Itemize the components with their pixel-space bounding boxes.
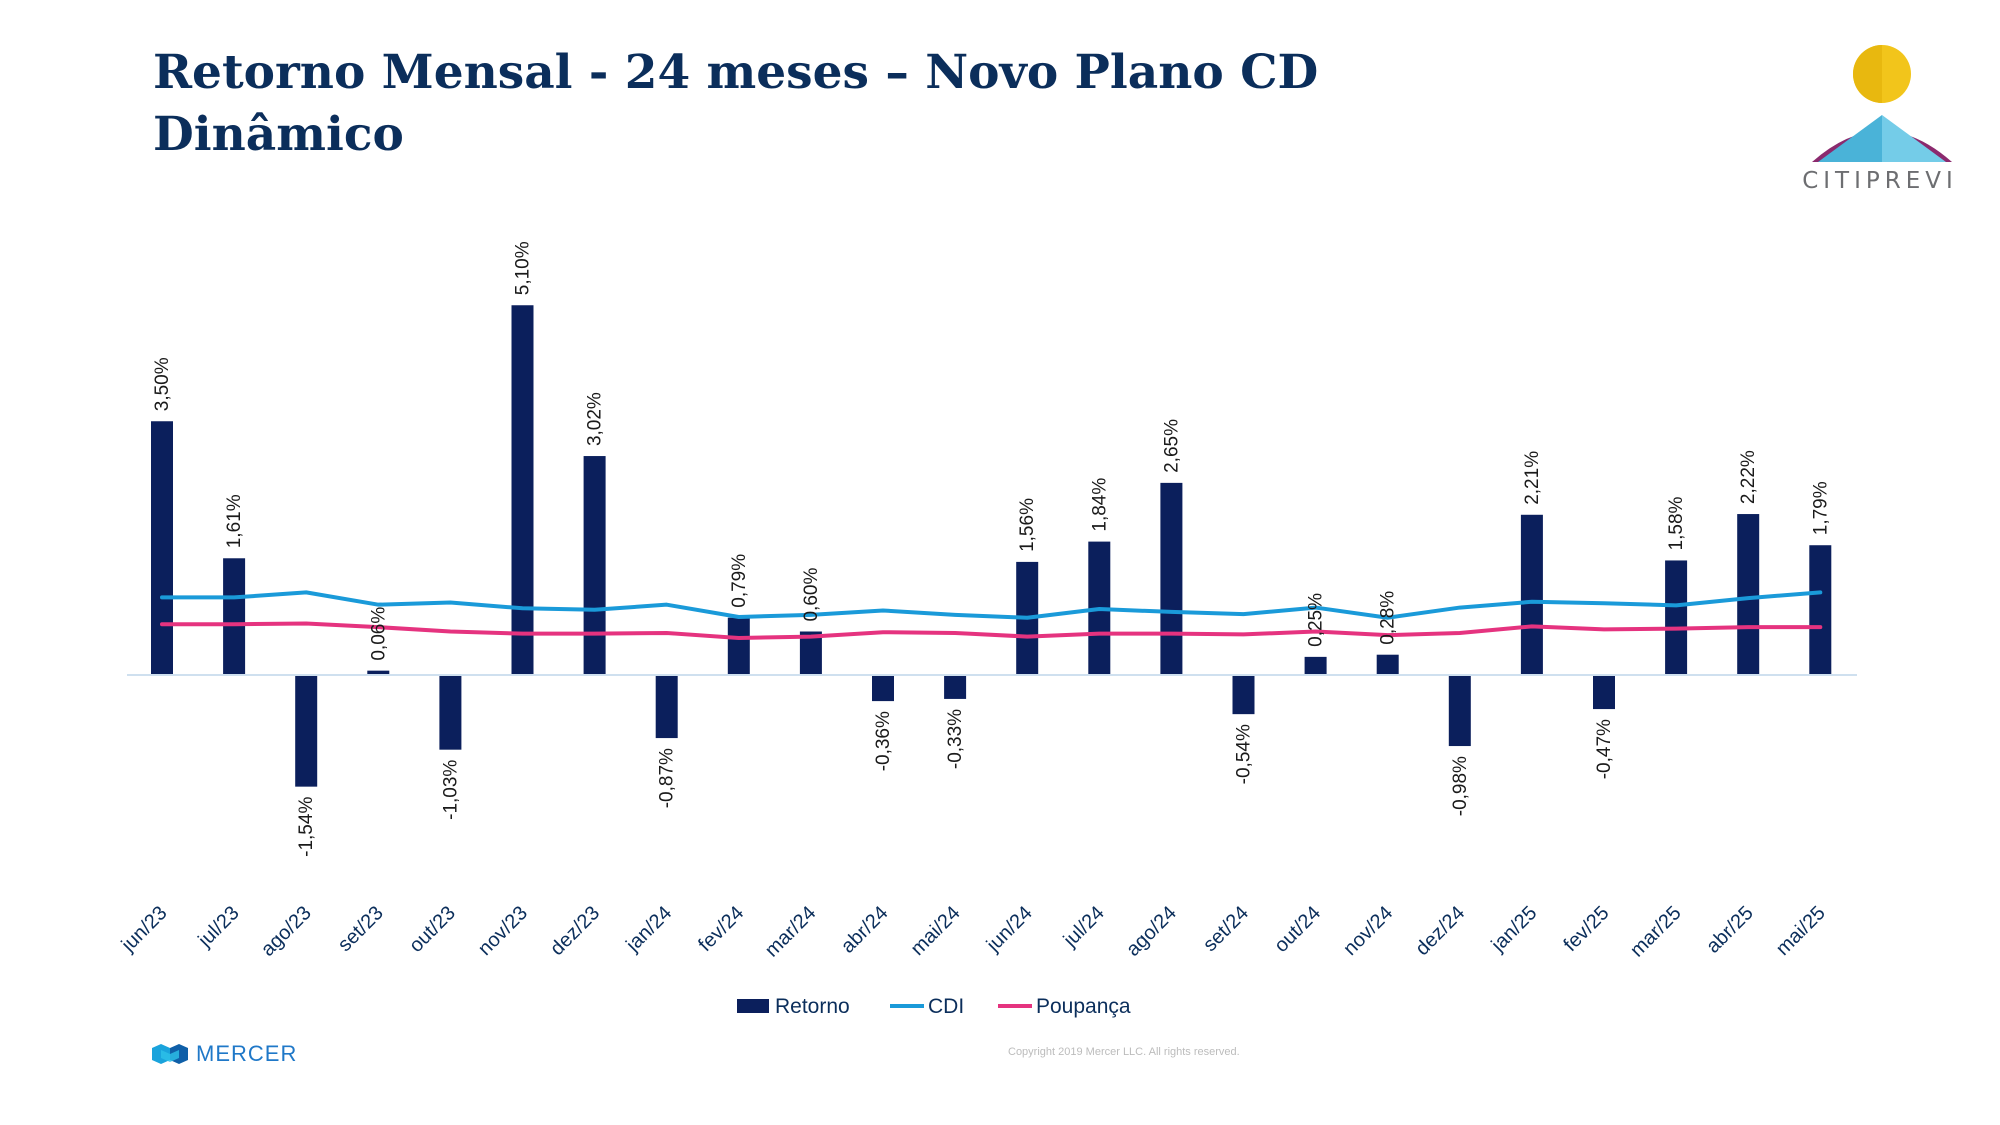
data-labels: 3,50% 1,61% -1,54% 0,06% -1,03% 5,10% 3,02% -0,… xyxy=(152,241,1831,857)
x-tick-mar/24: mar/24 xyxy=(761,902,821,962)
data-label-mar/25: 1,58% xyxy=(1666,496,1687,550)
x-tick-abr/25: abr/25 xyxy=(1702,902,1758,958)
data-label-out/24: 0,25% xyxy=(1306,593,1327,647)
bar-ago/24 xyxy=(1160,482,1183,675)
bar-fev/24 xyxy=(727,617,750,675)
x-tick-dez/23: dez/23 xyxy=(546,902,604,960)
bar-nov/23 xyxy=(511,305,534,675)
data-label-set/24: -0,54% xyxy=(1234,724,1255,784)
data-label-jun/23: 3,50% xyxy=(152,357,173,411)
data-label-dez/24: -0,98% xyxy=(1450,756,1471,816)
data-label-fev/24: 0,79% xyxy=(729,554,750,608)
x-tick-mai/25: mai/25 xyxy=(1772,902,1830,960)
bar-fev/25 xyxy=(1593,675,1615,710)
x-tick-jun/24: jun/24 xyxy=(982,902,1037,957)
mercer-brand-text: MERCER xyxy=(196,1041,298,1066)
bar-jan/25 xyxy=(1520,514,1543,675)
data-label-mar/24: 0,60% xyxy=(801,568,822,622)
cdi-line xyxy=(160,590,1823,620)
bar-out/23 xyxy=(439,675,462,750)
mercer-brand: MERCER xyxy=(152,1041,297,1067)
bar-mai/25 xyxy=(1809,545,1832,675)
bar-mar/25 xyxy=(1665,560,1688,675)
x-tick-dez/24: dez/24 xyxy=(1411,902,1469,960)
poupanca-line xyxy=(160,621,1823,641)
data-label-jan/24: -0,87% xyxy=(657,748,678,808)
x-tick-jan/24: jan/24 xyxy=(621,902,676,957)
x-tick-set/23: set/23 xyxy=(334,902,388,956)
x-tick-out/23: out/23 xyxy=(405,902,460,957)
slide-title: Retorno Mensal - 24 meses – Novo Plano C… xyxy=(153,42,1353,166)
data-label-dez/23: 3,02% xyxy=(585,392,606,446)
x-tick-labels: jun/23 jul/23 ago/23 set/23 out/23 nov/23 dez/… xyxy=(117,902,1830,962)
data-label-jul/24: 1,84% xyxy=(1089,478,1110,532)
title-line-1: Retorno Mensal - 24 meses – Novo Plano C… xyxy=(153,45,1319,100)
bar-jun/23 xyxy=(151,421,173,675)
data-label-ago/23: -1,54% xyxy=(296,797,317,857)
logo-mountain-left-icon xyxy=(1818,115,1882,162)
copyright-text: Copyright 2019 Mercer LLC. All rights re… xyxy=(1008,1046,1240,1058)
x-tick-mar/25: mar/25 xyxy=(1626,902,1686,962)
bar-abr/25 xyxy=(1737,514,1760,675)
x-tick-nov/24: nov/24 xyxy=(1339,902,1397,960)
data-label-out/23: -1,03% xyxy=(440,760,461,820)
mercer-logo-icon xyxy=(152,1044,188,1064)
legend-poupanca-label: Poupança xyxy=(1036,995,1131,1018)
x-tick-mai/24: mai/24 xyxy=(907,902,965,960)
legend-retorno-label: Retorno xyxy=(775,995,850,1018)
bar-dez/23 xyxy=(583,456,606,675)
retorno-bars xyxy=(151,305,1832,787)
bar-ago/23 xyxy=(295,675,318,787)
bar-mar/24 xyxy=(799,631,822,675)
series-lines xyxy=(160,590,1823,641)
x-tick-set/24: set/24 xyxy=(1199,902,1253,956)
x-tick-jul/24: jul/24 xyxy=(1059,902,1109,952)
x-tick-ago/24: ago/24 xyxy=(1122,902,1181,961)
logo-mountain-right-icon xyxy=(1882,115,1946,162)
chart-legend: Retorno CDI Poupança xyxy=(737,995,1131,1018)
bar-set/23 xyxy=(367,670,390,675)
data-label-abr/24: -0,36% xyxy=(873,711,894,771)
bar-jul/23 xyxy=(223,558,246,675)
data-label-ago/24: 2,65% xyxy=(1161,419,1182,473)
x-tick-nov/23: nov/23 xyxy=(474,902,532,960)
bar-set/24 xyxy=(1232,675,1255,715)
logo-text: CITIPREVI xyxy=(1802,168,1958,194)
data-label-set/23: 0,06% xyxy=(368,607,389,661)
citiprevi-logo xyxy=(1812,45,1952,162)
x-tick-jan/25: jan/25 xyxy=(1487,902,1542,957)
bar-out/24 xyxy=(1304,656,1327,675)
data-label-mai/25: 1,79% xyxy=(1810,481,1831,535)
bar-mai/24 xyxy=(944,675,967,699)
data-label-fev/25: -0,47% xyxy=(1594,719,1615,779)
legend-cdi-label: CDI xyxy=(928,995,964,1018)
x-tick-jul/23: jul/23 xyxy=(194,902,244,952)
data-label-abr/25: 2,22% xyxy=(1738,450,1759,504)
bar-abr/24 xyxy=(872,675,894,702)
x-tick-abr/24: abr/24 xyxy=(837,902,893,958)
legend-retorno-swatch xyxy=(737,999,769,1013)
bar-jan/24 xyxy=(655,675,678,739)
x-tick-jun/23: jun/23 xyxy=(117,902,172,957)
data-label-nov/24: 0,28% xyxy=(1378,591,1399,645)
x-tick-ago/23: ago/23 xyxy=(257,902,316,961)
data-label-mai/24: -0,33% xyxy=(945,709,966,769)
data-label-jan/25: 2,21% xyxy=(1522,451,1543,505)
data-label-nov/23: 5,10% xyxy=(513,241,534,295)
bar-nov/24 xyxy=(1376,654,1399,675)
x-tick-fev/25: fev/25 xyxy=(1559,902,1613,956)
bar-dez/24 xyxy=(1448,675,1471,747)
x-tick-out/24: out/24 xyxy=(1270,902,1325,957)
title-line-2: Dinâmico xyxy=(153,107,404,162)
x-tick-fev/24: fev/24 xyxy=(694,902,748,956)
data-label-jun/24: 1,56% xyxy=(1017,498,1038,552)
data-label-jul/23: 1,61% xyxy=(224,494,245,548)
